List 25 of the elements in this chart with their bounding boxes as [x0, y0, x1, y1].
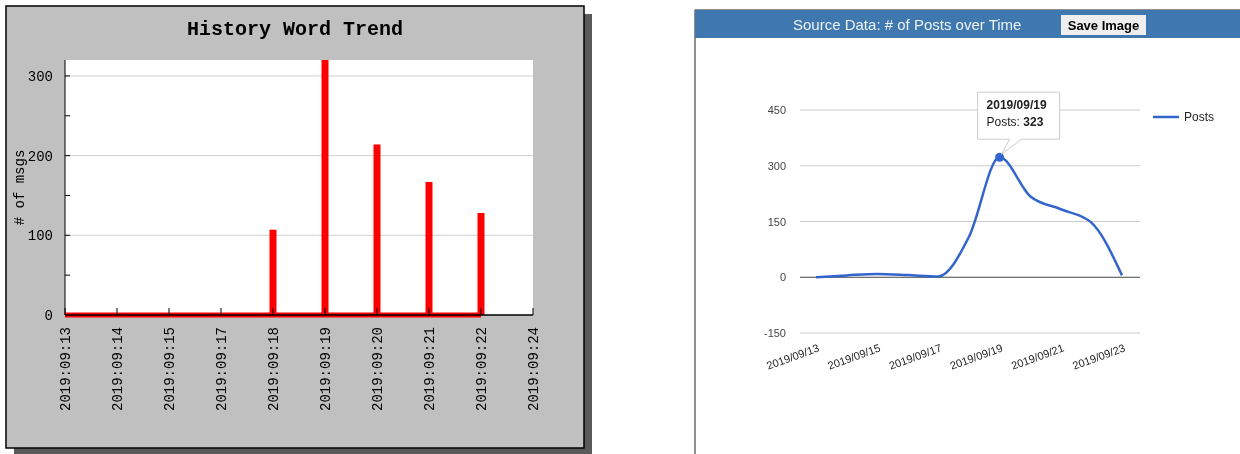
y-tick-label: 450	[767, 104, 786, 116]
y-tick-label: 300	[767, 159, 786, 172]
x-tick-label: 2019:09:19	[318, 327, 334, 412]
legend-label: Posts	[1184, 110, 1215, 124]
chart-title: Source Data: # of Posts over Time	[793, 16, 1022, 33]
save-button: Save Image	[1061, 15, 1146, 35]
y-tick-label: 200	[27, 148, 53, 165]
x-tick-label: 2019:09:14	[110, 327, 126, 412]
annotation: 2019/09/19 Posts: 323	[986, 98, 1047, 130]
y-tick-label: 300	[27, 68, 53, 85]
x-tick-label: 2019:09:13	[58, 327, 74, 412]
x-tick-label: 2019:09:18	[266, 327, 282, 412]
x-tick-label: 2019:09:20	[370, 327, 386, 412]
y-tick-label: 100	[27, 228, 53, 245]
x-tick-label: 2019:09:15	[162, 327, 178, 412]
y-tick-label: 150	[767, 215, 786, 228]
y-axis-title: # of msgs	[12, 149, 28, 226]
x-tick-label: 2019:09:17	[214, 327, 230, 412]
y-tick-label: 0	[44, 308, 53, 324]
y-tick-label: 0	[779, 271, 786, 284]
x-tick-label: 2019:09:24	[526, 327, 542, 412]
x-tick-label: 2019:09:21	[422, 327, 438, 412]
chart-title: History Word Trend	[186, 18, 404, 41]
x-tick-label: 2019:09:22	[474, 327, 490, 412]
y-tick-label: -150	[763, 327, 786, 339]
